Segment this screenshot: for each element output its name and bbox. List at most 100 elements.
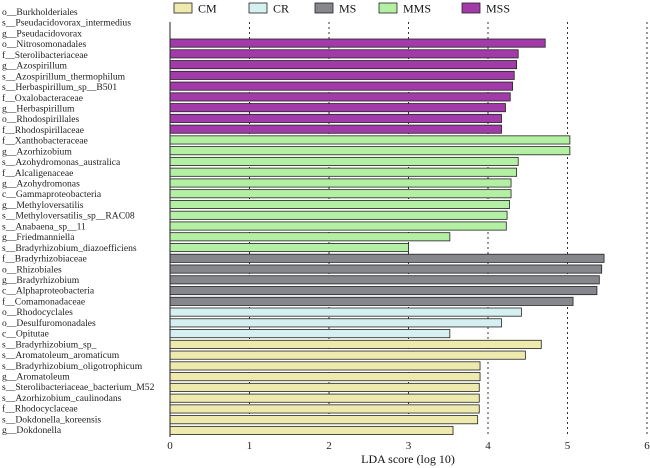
row-label: o__Rhodocyclales (2, 307, 73, 318)
row-label: s__Herbaspirillum_sp__B501 (2, 82, 117, 93)
bar-cm (169, 350, 526, 360)
row-label: c__Gammaproteobacteria (2, 189, 102, 200)
row-label: f__Oxalobacteraceae (2, 93, 83, 104)
bar-cm (169, 372, 481, 382)
row-label: f__Rhodocyclaceae (2, 404, 78, 415)
bar-mms (169, 167, 518, 177)
x-axis-title: LDA score (log 10) (361, 452, 455, 466)
bar-cm (169, 339, 542, 349)
bar-mms (169, 135, 571, 145)
row-label: f__Comamonadaceae (2, 296, 85, 307)
legend-label-ms: MS (339, 2, 356, 16)
row-label: g__Azohydromonas (2, 179, 80, 190)
x-tick-label: 3 (406, 440, 412, 452)
x-axis: 0 1 2 3 4 5 6 (167, 22, 650, 452)
bar-mss (169, 38, 546, 48)
row-label: f__Rhodospirillaceae (2, 125, 84, 136)
legend-swatch-mms (378, 2, 398, 14)
row-label: g__Bradyrhizobium (2, 275, 80, 286)
bar-cm (169, 425, 454, 435)
x-tick-label: 2 (326, 440, 332, 452)
row-label: s__Azorhizobium_caulinodans (2, 393, 122, 404)
row-label: g__Pseudacidovorax (2, 28, 82, 39)
row-label: s__Anabaena_sp__11 (2, 221, 86, 232)
bar-mms (169, 243, 409, 253)
bar-mms (169, 210, 508, 220)
legend-label-cm: CM (198, 2, 217, 16)
row-label: c__Alphaproteobacteria (2, 286, 95, 297)
row-label: s__Pseudacidovorax_intermedius (2, 18, 131, 29)
row-label: f__Sterolibacteriaceae (2, 50, 88, 61)
row-label: s__Azohydromonas_australica (2, 157, 121, 168)
bar-cr (169, 307, 522, 317)
bar-cr (169, 329, 451, 339)
row-label: g__Aromatoleum (2, 371, 70, 382)
legend-label-mss: MSS (486, 2, 510, 16)
row-label: g__Dokdonella (2, 425, 62, 436)
bar-cr (169, 318, 502, 328)
bar-ms (169, 275, 600, 285)
row-label: g__Friedmanniella (2, 232, 75, 243)
row-label: o__Desulfuromonadales (2, 318, 96, 329)
x-tick-label: 6 (644, 440, 650, 452)
row-label: s__Aromatoleum_aromaticum (2, 350, 120, 361)
row-label: c__Opitutae (2, 329, 49, 340)
bar-ms (169, 264, 603, 274)
bar-mss (169, 113, 502, 123)
row-label: o__Rhodospirillales (2, 114, 80, 125)
bar-mms (169, 189, 512, 199)
row-label: o__Nitrosomonadales (2, 39, 86, 50)
bar-cm (169, 415, 479, 425)
bar-cm (169, 404, 480, 414)
row-label: o__Rhizobiales (2, 264, 62, 275)
legend-swatch-cm (173, 2, 193, 14)
x-tick-label: 1 (247, 440, 253, 452)
row-label: f__Bradyrhizobiaceae (2, 254, 87, 265)
row-label: s__Methyloversatilis_sp__RAC08 (2, 211, 135, 222)
bar-mss (169, 60, 518, 70)
x-tick-label: 4 (485, 440, 491, 452)
row-label: s__Bradyrhizobium_oligotrophicum (2, 361, 143, 372)
bar-ms (169, 296, 574, 306)
bar-mms (169, 232, 451, 242)
bar-mss (169, 124, 502, 134)
row-label: g__Azospirillum (2, 61, 68, 72)
bars-layer (169, 38, 605, 435)
row-labels: o__Burkholderialess__Pseudacidovorax_int… (2, 7, 155, 436)
row-label: s__Azospirillum_thermophilum (2, 71, 126, 82)
row-label: g__Azorhizobium (2, 146, 72, 157)
row-label: s__Bradyrhizobium_sp_ (2, 339, 97, 350)
row-label: f__Xanthobacteraceae (2, 136, 88, 147)
row-label: f__Alcaligenaceae (2, 168, 73, 179)
legend-label-mms: MMS (403, 2, 431, 16)
bar-ms (169, 286, 598, 296)
legend-swatch-cr (248, 2, 268, 14)
row-label: s__Bradyrhizobium_diazoefficiens (2, 243, 137, 254)
bar-mss (169, 49, 519, 59)
bar-mms (169, 156, 519, 166)
row-label: g__Methyloversatilis (2, 200, 84, 211)
row-label: s__Dokdonella_koreensis (2, 414, 101, 425)
bar-mms (169, 199, 510, 209)
legend-label-cr: CR (273, 2, 289, 16)
bar-mms (169, 146, 571, 156)
x-tick-label: 0 (167, 440, 173, 452)
row-label: s__Sterolibacteriaceae_bacterium_M52 (2, 382, 155, 393)
x-tick-label: 5 (565, 440, 571, 452)
bar-mms (169, 178, 512, 188)
bar-cm (169, 361, 481, 371)
bar-mss (169, 70, 515, 80)
bar-ms (169, 253, 605, 263)
row-label: o__Burkholderiales (2, 7, 78, 18)
bar-mss (169, 103, 506, 113)
row-label: g__Herbaspirillum (2, 103, 75, 114)
legend-swatch-mss (461, 2, 481, 14)
bar-cm (169, 382, 480, 392)
bar-cm (169, 393, 480, 403)
bar-mss (169, 92, 511, 102)
legend-swatch-ms (314, 2, 334, 14)
bar-mss (169, 81, 514, 91)
bar-mms (169, 221, 507, 231)
legend: CM CR MS MMS MSS (173, 2, 510, 16)
